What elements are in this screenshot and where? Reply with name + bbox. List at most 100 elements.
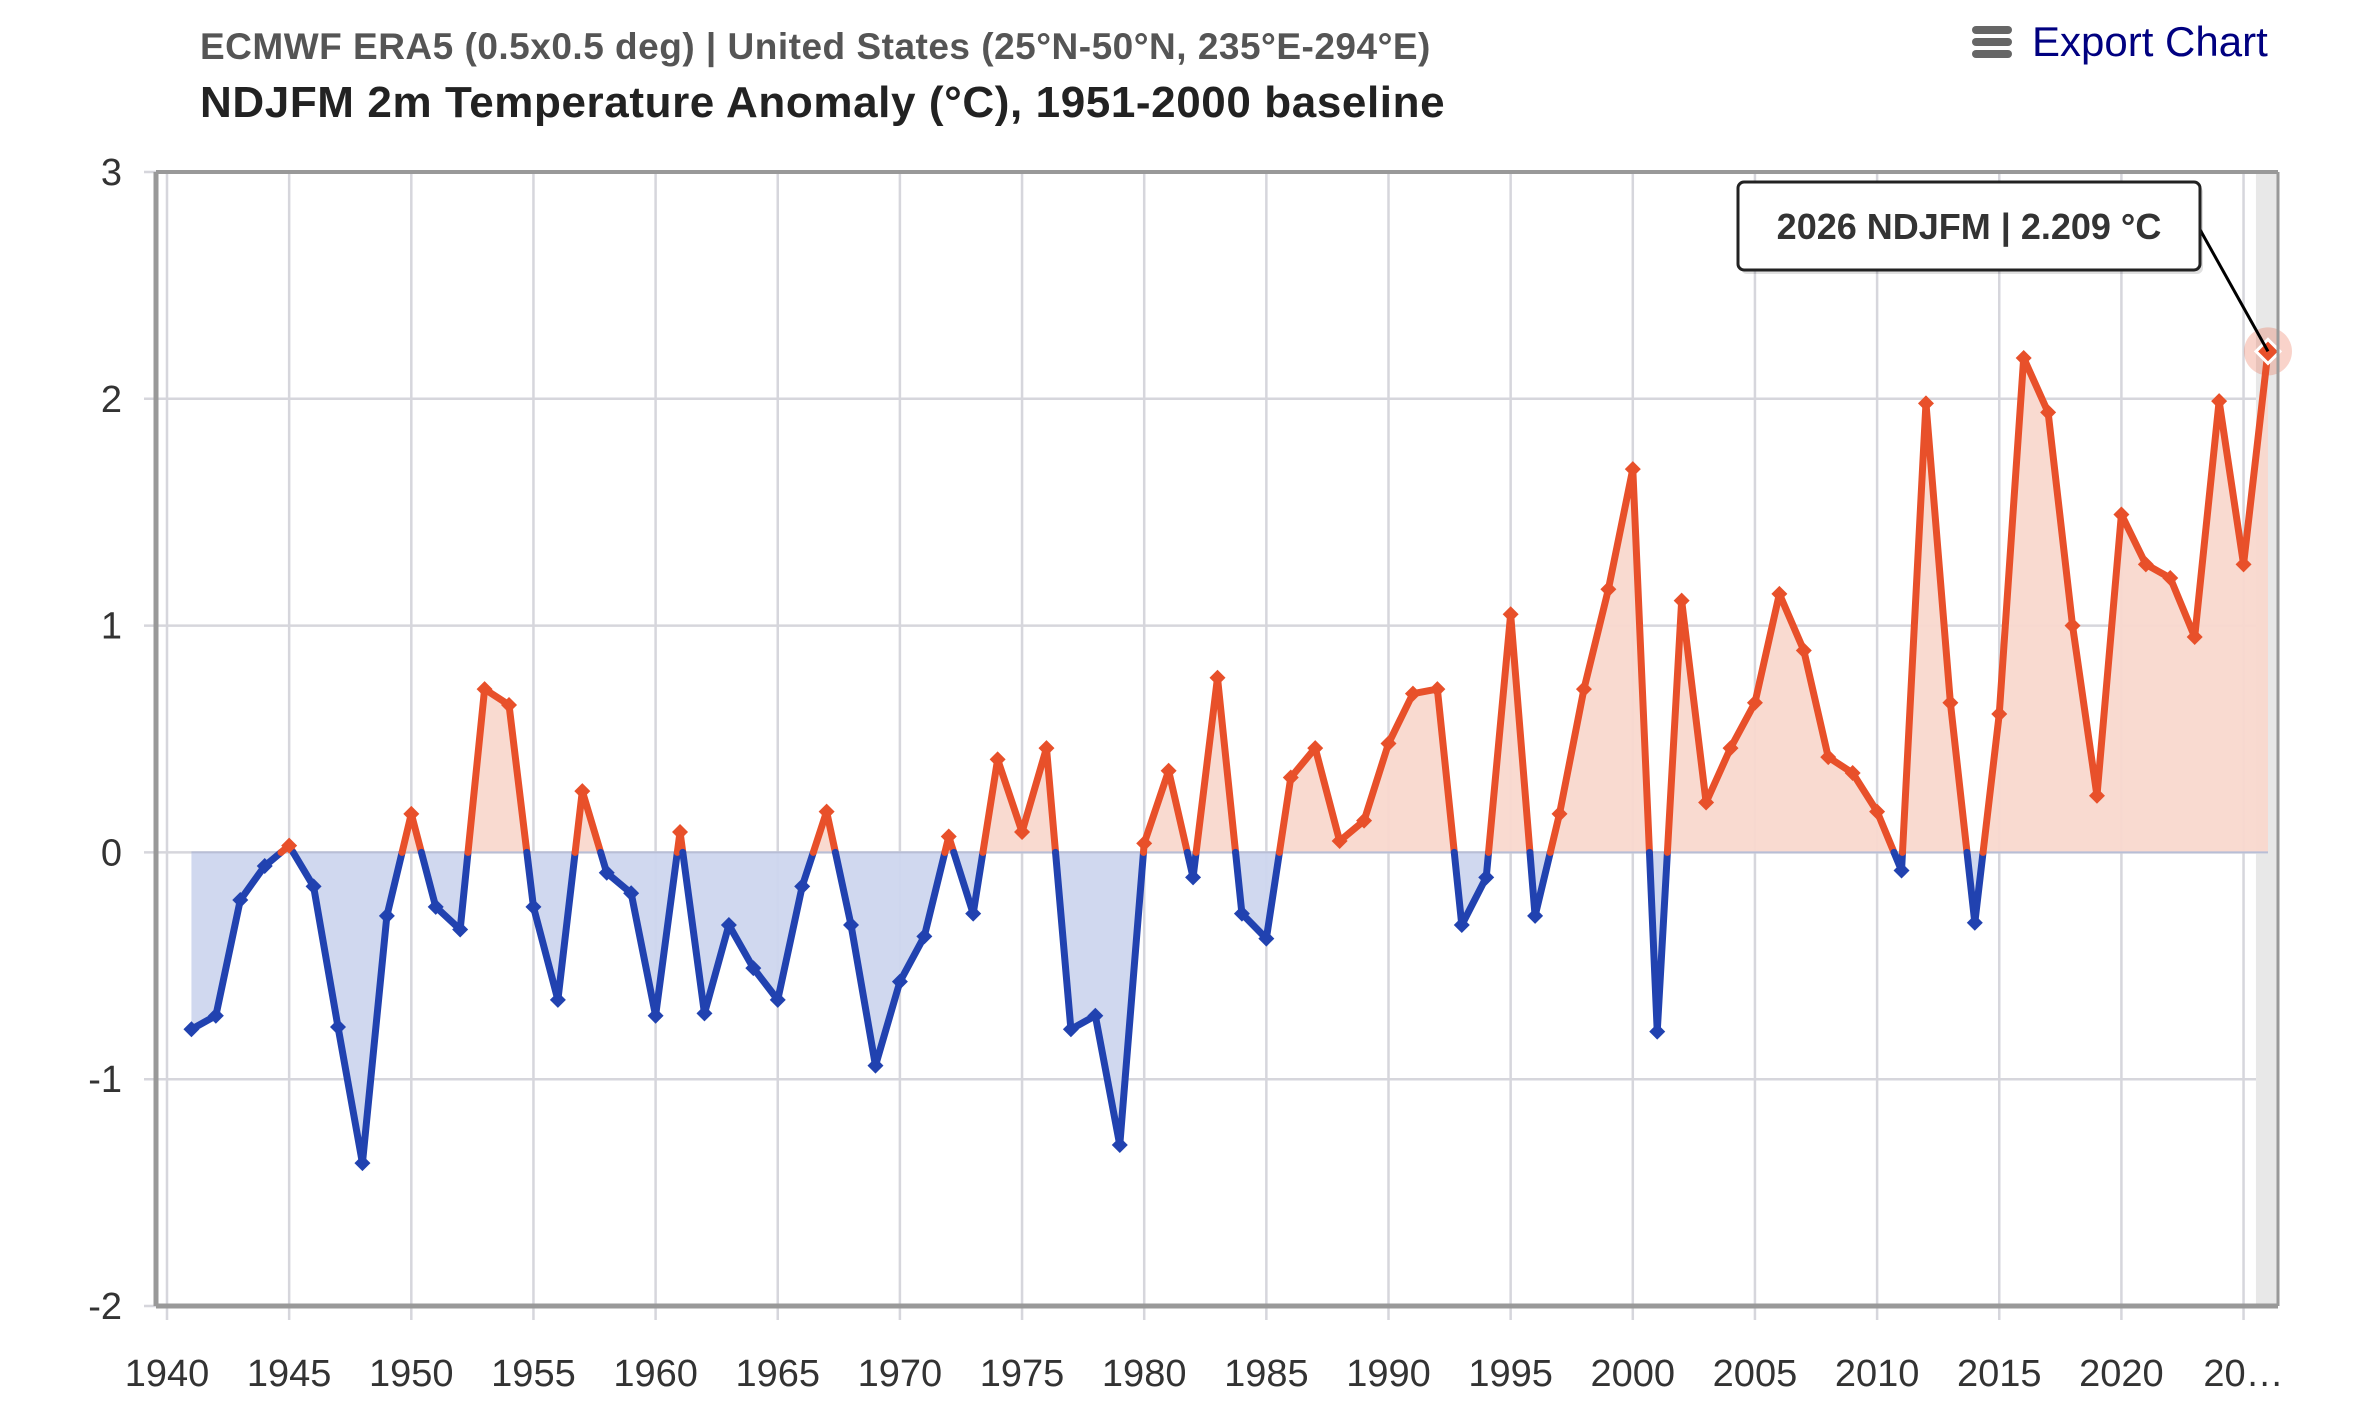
positive-area: [1488, 614, 1530, 853]
data-point-1950: [403, 805, 420, 822]
positive-area: [1667, 593, 1895, 853]
data-point-1944: [256, 858, 273, 875]
data-point-1965: [769, 991, 786, 1008]
x-tick-label: 1945: [247, 1353, 332, 1395]
tooltip-box: [1736, 180, 2202, 272]
x-tick-label: 1965: [735, 1353, 820, 1395]
y-tick-label: -1: [88, 1059, 122, 1101]
positive-area: [1143, 770, 1188, 853]
x-tick-label: 1975: [980, 1353, 1065, 1395]
tooltip-text: 2026 NDJFM | 2.209 °C: [1777, 206, 2162, 248]
data-point-2024: [2211, 393, 2228, 410]
hamburger-menu-icon: [1972, 26, 2012, 58]
positive-line-segment: [1898, 399, 1971, 856]
data-point-1968: [843, 916, 860, 933]
data-point-1949: [378, 907, 395, 924]
negative-line-segment: [417, 848, 472, 934]
y-tick-label: 1: [101, 606, 122, 648]
x-tick-label: 1970: [858, 1353, 943, 1395]
data-point-2026: [2253, 337, 2283, 366]
data-point-2025: [2235, 556, 2252, 573]
data-point-1953: [476, 681, 493, 698]
data-point-2005: [1746, 694, 1763, 711]
data-point-2015: [1991, 706, 2008, 723]
data-point-1989: [1356, 812, 1373, 829]
data-point-1980: [1136, 835, 1153, 852]
data-point-2003: [1698, 794, 1715, 811]
x-tick-label: 20…: [2203, 1353, 2283, 1395]
data-point-1957: [574, 783, 591, 800]
x-tick-label: 1955: [491, 1353, 576, 1395]
negative-area: [293, 852, 403, 1164]
data-point-2011: [1893, 862, 1910, 879]
data-point-2020: [2113, 506, 2130, 523]
negative-line-segment: [1450, 848, 1493, 929]
data-point-1946: [305, 878, 322, 895]
data-point-1975: [1014, 823, 1031, 840]
data-point-1964: [745, 960, 762, 977]
data-point-1992: [1429, 681, 1446, 698]
negative-area: [1055, 852, 1144, 1145]
x-tick-label: 1960: [613, 1353, 698, 1395]
data-point-1966: [794, 878, 811, 895]
data-point-1972: [940, 828, 957, 845]
x-tick-label: 1980: [1102, 1353, 1187, 1395]
x-axis: 1940 1945 1950 1955 1960 1965 1970 1975 1980 1985…: [125, 1353, 2284, 1395]
data-point-1945: [281, 837, 298, 854]
data-point-1971: [916, 928, 933, 945]
data-point-1999: [1600, 581, 1617, 598]
negative-line-segment: [1232, 848, 1283, 943]
x-tick-label: 2020: [2079, 1353, 2164, 1395]
data-point-1993: [1453, 916, 1470, 933]
negative-area: [526, 852, 576, 1000]
data-point-1962: [696, 1005, 713, 1022]
data-point-1942: [207, 1007, 224, 1024]
x-tick-label: 1995: [1468, 1353, 1553, 1395]
data-point-1996: [1527, 907, 1544, 924]
data-point-1995: [1502, 606, 1519, 623]
x-tick-label: 2010: [1835, 1353, 1920, 1395]
x-tick-label: 1990: [1346, 1353, 1431, 1395]
data-point-1986: [1282, 769, 1299, 786]
negative-area: [835, 852, 945, 1066]
data-point-1969: [867, 1057, 884, 1074]
data-point-2019: [2088, 787, 2105, 804]
series-markers: [183, 327, 2292, 1172]
data-point-2007: [1795, 642, 1812, 659]
positive-area: [1902, 403, 1968, 853]
data-point-2018: [2064, 617, 2081, 634]
data-point-1991: [1404, 685, 1421, 702]
positive-area: [1196, 677, 1236, 853]
y-axis: 3 2 1 0 -1 -2: [88, 152, 122, 1328]
data-point-1961: [672, 823, 689, 840]
x-tick-label: 2015: [1957, 1353, 2042, 1395]
export-chart-button[interactable]: Export Chart: [1972, 18, 2268, 66]
data-point-2022: [2162, 569, 2179, 586]
data-point-2023: [2186, 628, 2203, 645]
y-tick-label: 2: [101, 379, 122, 421]
negative-area: [191, 852, 282, 1030]
data-point-2002: [1673, 592, 1690, 609]
data-point-1976: [1038, 740, 1055, 757]
x-tick-label: 1950: [369, 1353, 454, 1395]
data-point-2000: [1624, 461, 1641, 478]
data-point-2012: [1917, 395, 1934, 412]
chart-subtitle: ECMWF ERA5 (0.5x0.5 deg) | United States…: [200, 26, 1431, 67]
data-point-1948: [354, 1155, 371, 1172]
data-point-1981: [1160, 762, 1177, 779]
data-point-2001: [1649, 1023, 1666, 1040]
data-point-2017: [2040, 404, 2057, 421]
data-point-1960: [647, 1007, 664, 1024]
data-point-1977: [1062, 1021, 1079, 1038]
data-point-2006: [1771, 585, 1788, 602]
data-point-2021: [2137, 556, 2154, 573]
plot-frame: [153, 170, 2280, 1309]
y-tick-label: 3: [101, 152, 122, 194]
x-tick-label: 1940: [125, 1353, 210, 1395]
export-chart-label: Export Chart: [2032, 18, 2268, 65]
data-point-1963: [720, 916, 737, 933]
data-point-1970: [891, 973, 908, 990]
tooltip-connector: [2196, 225, 2270, 353]
negative-line-segment: [289, 848, 406, 1167]
